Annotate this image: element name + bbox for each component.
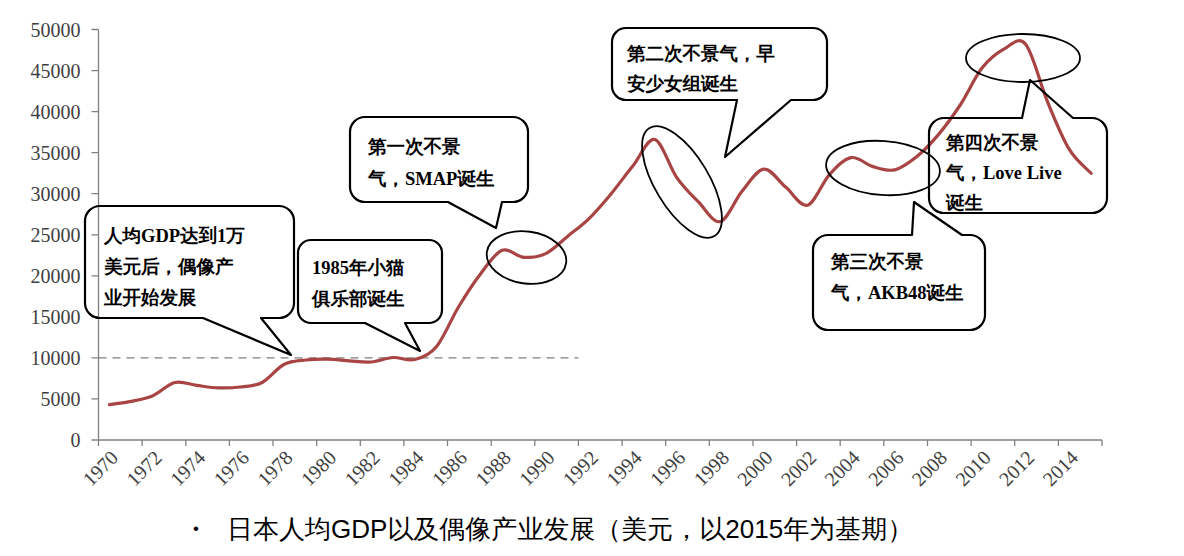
y-tick-label: 50000 bbox=[31, 19, 81, 41]
x-tick-label: 1998 bbox=[689, 446, 733, 490]
y-tick-label: 30000 bbox=[31, 183, 81, 205]
y-tick-label: 10000 bbox=[31, 347, 81, 369]
x-tick-label: 2012 bbox=[995, 446, 1039, 490]
x-tick-label: 2008 bbox=[907, 446, 951, 490]
x-tick-label: 2002 bbox=[776, 446, 820, 490]
y-tick-label: 45000 bbox=[31, 60, 81, 82]
x-tick-label: 1982 bbox=[340, 446, 384, 490]
callout-text-onyanko-1985: 1985年小猫 俱乐部诞生 bbox=[312, 253, 405, 315]
x-tick-label: 1978 bbox=[253, 446, 297, 490]
x-tick-label: 1992 bbox=[558, 446, 602, 490]
y-tick-label: 15000 bbox=[31, 306, 81, 328]
x-tick-label: 1996 bbox=[646, 446, 690, 490]
chart-caption: • 日本人均GDP以及偶像产业发展（美元，以2015年为基期） bbox=[193, 512, 913, 547]
callout-text-third-recession: 第三次不景 气，AKB48诞生 bbox=[831, 247, 964, 309]
x-tick-label: 2014 bbox=[1038, 446, 1082, 490]
x-tick-label: 1988 bbox=[471, 446, 515, 490]
x-tick-label: 2004 bbox=[820, 446, 864, 490]
x-tick-label: 1984 bbox=[384, 446, 428, 490]
x-tick-label: 1994 bbox=[602, 446, 646, 490]
callout-text-fourth-recession: 第四次不景 气，Love Live 诞生 bbox=[946, 128, 1062, 218]
callout-text-second-recession: 第二次不景气，早 安少女组诞生 bbox=[627, 39, 775, 99]
x-tick-label: 1976 bbox=[209, 446, 253, 490]
callout-text-gdp-10000: 人均GDP达到1万 美元后，偶像产 业开始发展 bbox=[104, 221, 245, 314]
x-tick-label: 2010 bbox=[951, 446, 995, 490]
caption-bullet-icon: • bbox=[193, 519, 199, 538]
chart-page: 0 5000 10000 15000 20000 25000 30000 35000 40000… bbox=[0, 0, 1184, 556]
caption-text: 日本人均GDP以及偶像产业发展（美元，以2015年为基期） bbox=[227, 514, 913, 544]
y-tick-label: 0 bbox=[71, 429, 81, 451]
y-tick-label: 20000 bbox=[31, 265, 81, 287]
x-tick-label: 2006 bbox=[864, 446, 908, 490]
x-tick-label: 1980 bbox=[297, 446, 341, 490]
x-tick-label: 1986 bbox=[427, 446, 471, 490]
callout-text-first-recession: 第一次不景 气，SMAP诞生 bbox=[368, 131, 494, 195]
y-tick-label: 40000 bbox=[31, 101, 81, 123]
y-tick-label: 35000 bbox=[31, 142, 81, 164]
x-tick-label: 1974 bbox=[166, 446, 210, 490]
x-tick-label: 1972 bbox=[122, 446, 166, 490]
x-tick-label: 2000 bbox=[733, 446, 777, 490]
y-tick-label: 25000 bbox=[31, 224, 81, 246]
x-tick-label: 1970 bbox=[78, 446, 122, 490]
x-tick-label: 1990 bbox=[515, 446, 559, 490]
y-tick-label: 5000 bbox=[41, 388, 81, 410]
